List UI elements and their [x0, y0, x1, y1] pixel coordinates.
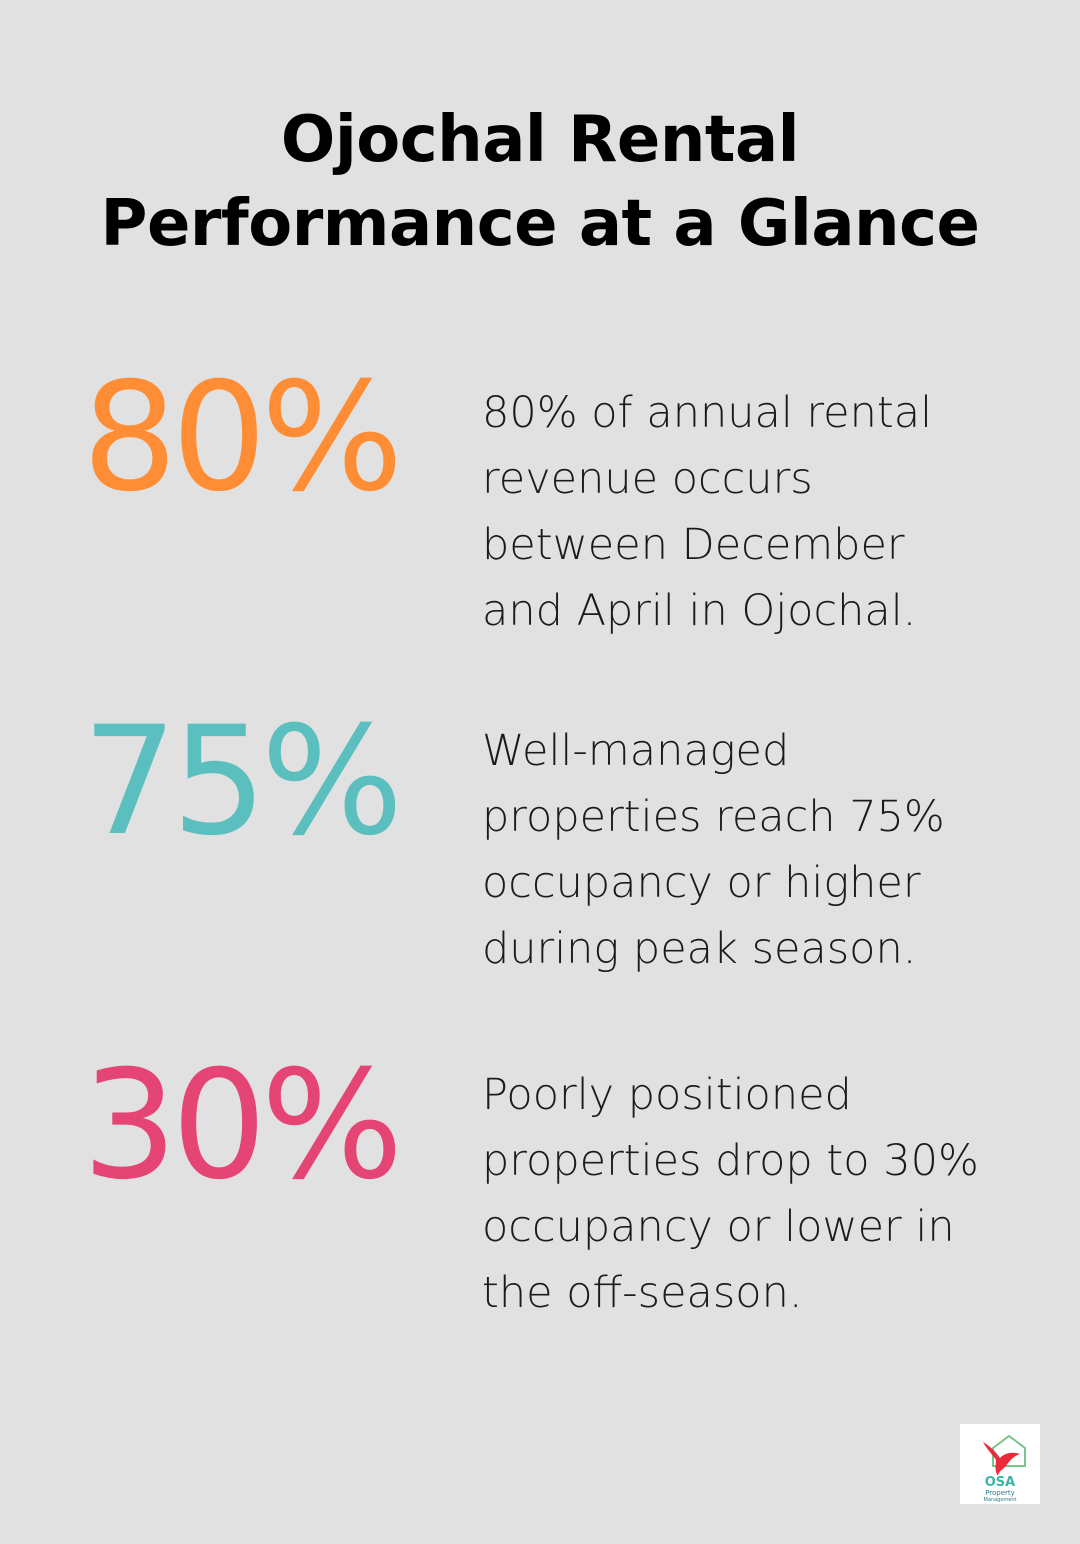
desc-line: Poorly positioned [482, 1070, 852, 1120]
desc-line: during peak season. [482, 924, 917, 974]
title-line-1: Ojochal Rental [280, 103, 800, 177]
desc-line: occupancy or higher [482, 858, 921, 908]
stat-description: Poorly positioned properties drop to 30%… [482, 1062, 1022, 1326]
svg-text:OSA: OSA [985, 1475, 1015, 1490]
page-title: Ojochal Rental Performance at a Glance [0, 98, 1080, 266]
svg-text:Management: Management [984, 1497, 1017, 1503]
osa-logo: OSA Property Management [960, 1424, 1040, 1504]
desc-line: properties reach 75% [482, 792, 945, 842]
desc-line: between December [482, 520, 905, 570]
desc-line: revenue occurs [482, 454, 813, 504]
stat-value: 80% [82, 351, 403, 525]
stat-description: Well-managed properties reach 75% occupa… [482, 718, 1022, 982]
bird-house-icon: OSA Property Management [983, 1434, 1026, 1503]
svg-text:Property: Property [985, 1489, 1015, 1497]
stat-description: 80% of annual rental revenue occurs betw… [482, 380, 1022, 644]
desc-line: 80% of annual rental [482, 388, 933, 438]
desc-line: and April in Ojochal. [482, 586, 917, 636]
desc-line: Well-managed [482, 726, 790, 776]
title-line-2: Performance at a Glance [100, 187, 980, 261]
desc-line: properties drop to 30% [482, 1136, 979, 1186]
desc-line: occupancy or lower in [482, 1202, 955, 1252]
stat-value: 30% [82, 1039, 403, 1213]
desc-line: the off-season. [482, 1268, 803, 1318]
stat-value: 75% [82, 695, 403, 869]
